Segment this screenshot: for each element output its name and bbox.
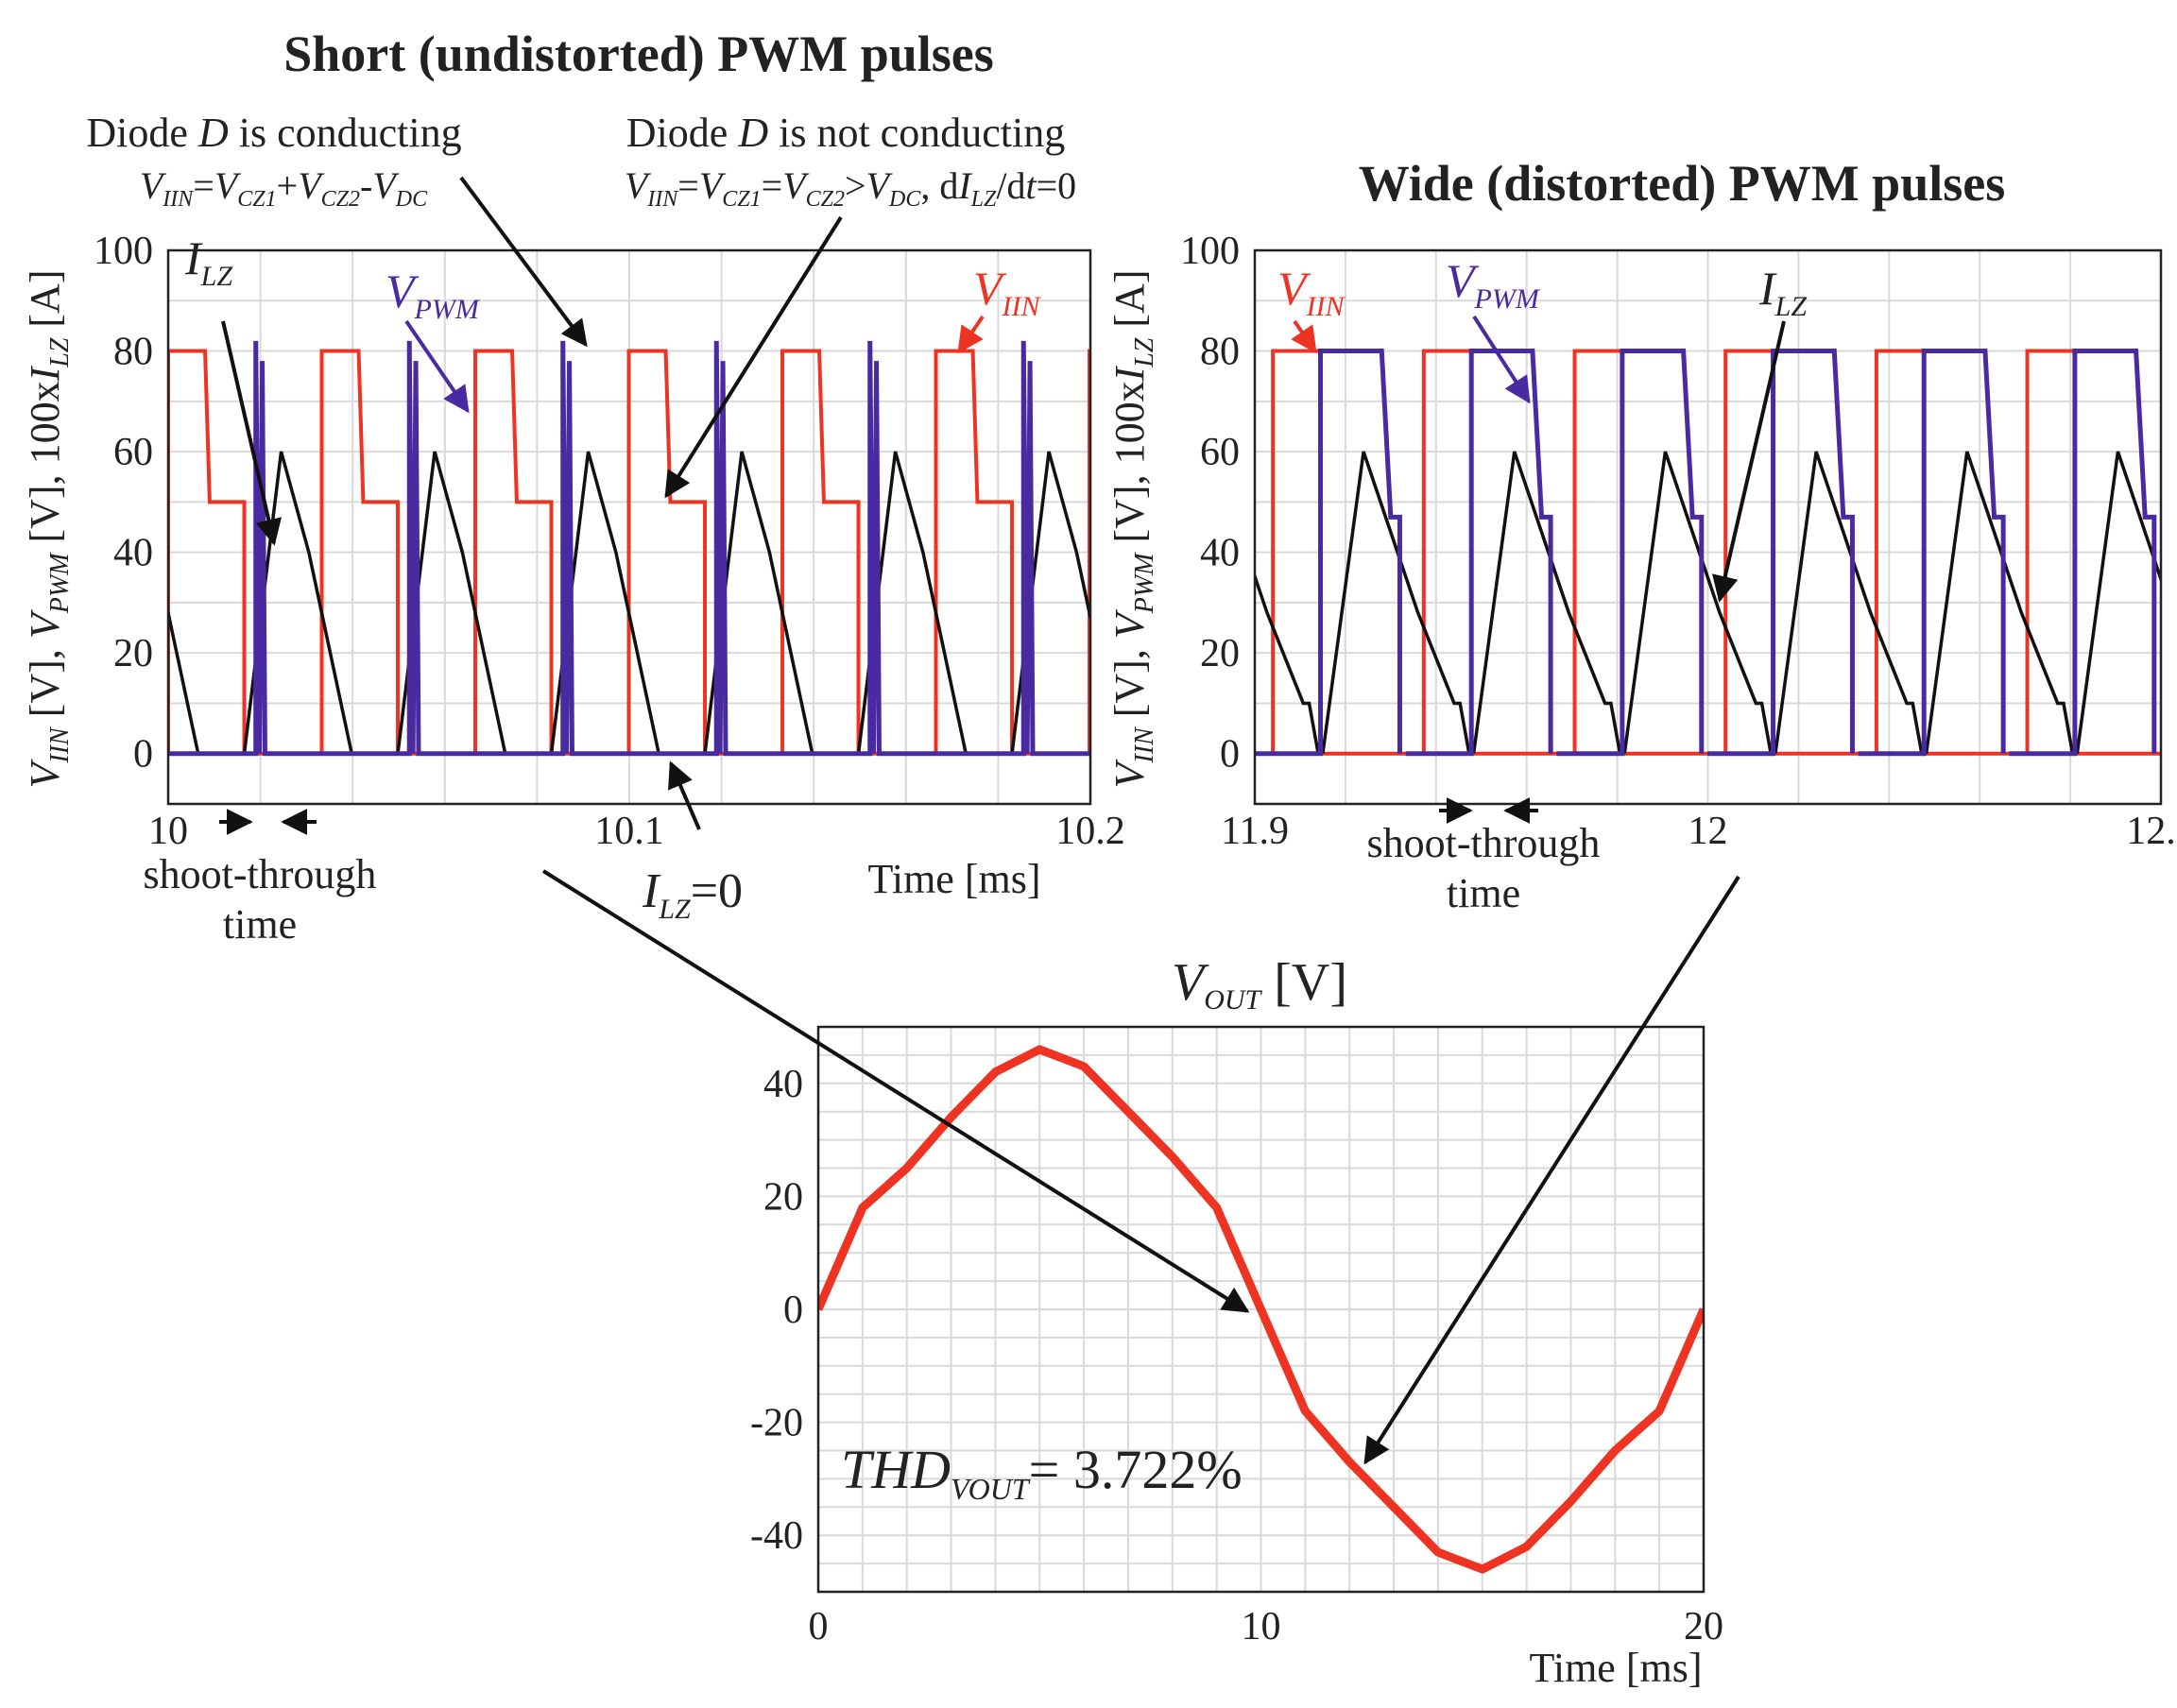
y-tick-label: -40 xyxy=(750,1514,803,1558)
plot-frame-short xyxy=(166,248,1092,806)
x-tick-label: 10.1 xyxy=(594,810,664,853)
grid-wide xyxy=(1255,250,2161,804)
y-axis-label-wide: VIIN [V], VPWM [V], 100xILZ [A] xyxy=(1106,270,1159,789)
x-tick-label: 10 xyxy=(148,810,188,853)
vpwm-line xyxy=(168,340,1090,757)
y-tick-label: 0 xyxy=(783,1289,803,1332)
y-tick-label: 0 xyxy=(133,733,153,777)
ilz-line xyxy=(1255,451,2161,755)
svg-text:VIIN=VCZ1+VCZ2-VDC: VIIN=VCZ1+VCZ2-VDC xyxy=(140,164,428,212)
series-short xyxy=(168,340,1090,757)
y-tick-label: 20 xyxy=(763,1175,803,1219)
x-tick-label: 10 xyxy=(1242,1605,1281,1648)
arrow-short-to-vout xyxy=(541,869,1250,1313)
x-tick-label: 12 xyxy=(1688,810,1728,853)
vout-line xyxy=(818,1045,1704,1574)
y-tick-label: 100 xyxy=(94,230,153,273)
vpwm-line xyxy=(1255,349,2161,757)
arrow-ilz-short xyxy=(221,320,283,546)
series-wide xyxy=(1255,349,2161,757)
annotation-thd: THDVOUT= 3.722% xyxy=(841,1439,1243,1506)
arrow-ilz-zero xyxy=(668,760,701,830)
x-tick-label: 10.2 xyxy=(1055,810,1125,853)
label-ilz-wide: ILZ xyxy=(1758,262,1807,322)
label-ilz-short: ILZ xyxy=(184,231,232,292)
y-tick-label: 40 xyxy=(1200,532,1240,575)
chart-vout: -40 -20 0 20 40 0 10 20 VOUT [V] Time [ms] xyxy=(750,953,1723,1691)
y-tick-label: 40 xyxy=(763,1063,803,1106)
plot-frame-vout xyxy=(816,1025,1706,1594)
y-axis-label-short: VIIN [V], VPWM [V], 100xILZ [A] xyxy=(22,270,75,789)
series-label-arrows xyxy=(404,315,1531,414)
label-viin-wide: VIIN xyxy=(1277,262,1346,322)
x-axis-label-vout: Time [ms] xyxy=(1530,1645,1703,1691)
annotation-arrows xyxy=(219,176,1786,1465)
annotation-diode-conducting: Diode D is conducting VIIN=VCZ1+VCZ2-VDC xyxy=(86,110,461,212)
vout-title: VOUT [V] xyxy=(1172,953,1347,1016)
annotation-shoot-through-wide: shoot-through time xyxy=(1367,820,1601,916)
y-tick-label: 20 xyxy=(1200,632,1240,675)
ticks-short: 0 20 40 60 80 100 10 10.1 10.2 xyxy=(94,230,1125,853)
annotation-diode-not-conducting: Diode D is not conducting VIIN=VCZ1=VCZ2… xyxy=(625,110,1076,212)
y-tick-label: 80 xyxy=(1200,331,1240,374)
x-tick-label: 11.9 xyxy=(1221,810,1289,853)
title-short-pulses: Short (undistorted) PWM pulses xyxy=(283,26,994,82)
arrow-viin-short xyxy=(957,315,985,354)
y-tick-label: 20 xyxy=(113,632,153,675)
series-vout xyxy=(818,1045,1704,1574)
arrow-viin-wide xyxy=(1291,319,1317,354)
arrow-wide-to-vout xyxy=(1363,875,1740,1465)
label-vpwm-short: VPWM xyxy=(386,265,481,325)
svg-text:Diode D is conducting: Diode D is conducting xyxy=(86,110,461,156)
arrow-ilz-wide xyxy=(1712,320,1786,603)
annotation-ilz-zero: ILZ=0 xyxy=(642,864,743,925)
svg-text:VIIN=VCZ1=VCZ2>VDC, dILZ/dt=0: VIIN=VCZ1=VCZ2>VDC, dILZ/dt=0 xyxy=(625,164,1076,212)
chart-wide-pulses: 0 20 40 60 80 100 11.9 12 12.1 VIIN [V], VPWM [V… xyxy=(1106,230,2177,853)
ticks-vout: -40 -20 0 20 40 0 10 20 xyxy=(750,1063,1723,1648)
svg-text:time: time xyxy=(1447,870,1520,916)
viin-line xyxy=(168,349,1090,756)
svg-text:time: time xyxy=(223,901,297,948)
label-viin-short: VIIN xyxy=(973,262,1042,322)
x-tick-label: 20 xyxy=(1684,1605,1723,1648)
x-axis-label-short: Time [ms] xyxy=(868,856,1041,902)
arrow-diode-conducting xyxy=(459,176,588,348)
ilz-line xyxy=(168,451,1090,755)
title-wide-pulses: Wide (distorted) PWM pulses xyxy=(1359,155,2006,212)
plot-frame-wide xyxy=(1253,248,2163,806)
svg-text:shoot-through: shoot-through xyxy=(144,851,377,897)
y-tick-label: 60 xyxy=(113,431,153,474)
svg-text:shoot-through: shoot-through xyxy=(1367,820,1601,866)
y-tick-label: 80 xyxy=(113,331,153,374)
x-tick-label: 12.1 xyxy=(2126,810,2177,853)
arrow-vpwm-wide xyxy=(1472,315,1531,404)
arrow-vpwm-short xyxy=(404,319,470,414)
y-tick-label: 40 xyxy=(113,532,153,575)
x-tick-label: 0 xyxy=(809,1605,829,1648)
annotation-shoot-through-short: shoot-through time xyxy=(144,851,377,948)
y-tick-label: 60 xyxy=(1200,431,1240,474)
svg-text:Diode D is not conducting: Diode D is not conducting xyxy=(626,110,1065,156)
y-tick-label: 100 xyxy=(1180,230,1240,273)
ticks-wide: 0 20 40 60 80 100 11.9 12 12.1 xyxy=(1180,230,2177,853)
y-tick-label: 0 xyxy=(1220,733,1240,777)
arrow-diode-not-conducting xyxy=(664,215,843,499)
y-tick-label: -20 xyxy=(750,1402,803,1445)
chart-short-pulses: 0 20 40 60 80 100 10 10.1 10.2 Time [ms] VIIN [V… xyxy=(22,230,1125,902)
